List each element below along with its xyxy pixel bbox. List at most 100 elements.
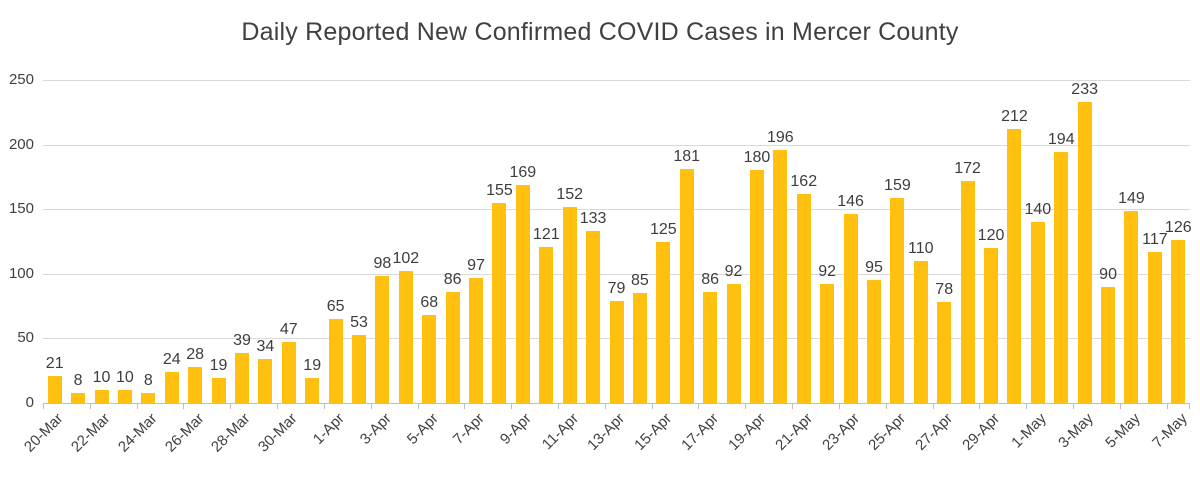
- x-axis-tick: [651, 403, 653, 409]
- bar-value-label: 155: [486, 181, 513, 199]
- bar: [141, 392, 156, 403]
- x-axis-tick: [511, 403, 513, 409]
- y-axis-tick-label: 200: [8, 135, 34, 153]
- chart-title: Daily Reported New Confirmed COVID Cases…: [241, 18, 959, 46]
- gridline: [43, 144, 1190, 146]
- x-axis-tick-label-text: 9-Apr: [496, 410, 535, 448]
- x-axis-tick: [89, 403, 91, 409]
- bar-value-label: 181: [673, 148, 701, 166]
- x-axis-tick: [464, 403, 466, 409]
- x-axis-tick-label-text: 3-Apr: [356, 410, 395, 448]
- x-axis-tick: [932, 403, 934, 409]
- bar-value-label: 19: [303, 357, 322, 375]
- x-axis-tick: [698, 403, 700, 409]
- bar: [609, 300, 624, 403]
- x-axis-tick: [1119, 403, 1121, 409]
- bar: [773, 149, 788, 403]
- bar: [937, 302, 952, 403]
- x-axis-tick-label-text: 27-Apr: [912, 410, 957, 454]
- bar-value-label: 126: [1164, 219, 1192, 237]
- x-axis-tick-label-text: 23-Apr: [818, 410, 863, 454]
- x-axis-tick: [838, 403, 840, 409]
- bar-value-label: 86: [443, 270, 462, 288]
- bar: [866, 280, 881, 403]
- x-axis-tick-label-text: 22-Mar: [67, 410, 114, 456]
- bar-value-label: 24: [162, 351, 181, 368]
- bar: [984, 247, 999, 403]
- bar-value-label: 92: [818, 263, 837, 281]
- bar-value-label: 152: [556, 185, 584, 203]
- x-axis-tick-label-text: 20-Mar: [21, 410, 67, 456]
- bar-value-label: 233: [1071, 80, 1099, 98]
- bar-value-label: 212: [1001, 108, 1028, 126]
- bar: [679, 169, 694, 403]
- x-axis-tick-label-text: 26-Mar: [161, 410, 208, 456]
- bar-value-label: 95: [865, 259, 883, 277]
- bar: [281, 342, 296, 403]
- bar-value-label: 85: [631, 272, 649, 290]
- bar-value-label: 120: [977, 226, 1005, 244]
- bar-value-label: 28: [186, 345, 205, 363]
- bar-value-label: 140: [1024, 201, 1052, 219]
- bar: [71, 392, 86, 403]
- gridline: [43, 209, 1190, 211]
- bar: [211, 378, 226, 403]
- plot-area: 0 50 100 150 200 250 21 8 10 10 8 24 28 19 39 34 47 19 65 5…: [9, 72, 1192, 456]
- bar: [1007, 129, 1022, 403]
- x-axis-tick-label-text: 7-Apr: [450, 410, 489, 448]
- bar: [422, 315, 437, 403]
- x-axis-tick: [979, 403, 981, 409]
- x-axis-tick-label-text: 3-May: [1055, 410, 1097, 452]
- x-axis-tick-label-text: 21-Apr: [771, 410, 816, 454]
- bar: [445, 291, 460, 403]
- bar-value-label: 92: [724, 263, 743, 281]
- bar: [726, 284, 741, 403]
- bar-value-label: 53: [350, 313, 368, 331]
- bar-value-label: 21: [45, 354, 64, 372]
- x-axis-tick-label-text: 25-Apr: [865, 410, 910, 454]
- bar: [562, 206, 577, 403]
- bar-value-label: 90: [1099, 265, 1117, 283]
- bar-value-label: 47: [279, 321, 298, 339]
- bar: [47, 375, 62, 403]
- x-axis-tick: [1072, 403, 1074, 409]
- bar: [656, 241, 671, 403]
- bar: [632, 293, 647, 403]
- x-axis-tick-label-text: 19-Apr: [725, 410, 769, 454]
- x-axis-tick: [136, 403, 138, 409]
- bar: [258, 359, 273, 403]
- bar: [352, 334, 366, 403]
- bar-value-label: 39: [233, 331, 251, 349]
- bar-value-label: 78: [935, 281, 954, 299]
- bar-value-label: 97: [467, 256, 485, 274]
- bar-value-label: 125: [649, 220, 677, 238]
- x-axis-tick: [277, 403, 279, 409]
- bar-value-label: 102: [392, 250, 420, 268]
- gridline: [43, 80, 1190, 81]
- bar: [515, 184, 530, 403]
- bar: [960, 180, 975, 403]
- bar-value-label: 65: [326, 298, 345, 316]
- bar-value-label: 68: [420, 294, 439, 312]
- x-axis-tick: [183, 403, 185, 409]
- bar: [188, 366, 203, 403]
- bar-value-label: 172: [954, 159, 981, 177]
- bar: [305, 378, 320, 403]
- x-axis-tick-label-text: 7-May: [1148, 410, 1191, 452]
- bar: [375, 276, 390, 403]
- x-axis-tick: [1026, 403, 1028, 409]
- bar-value-label: 79: [607, 279, 626, 297]
- bar-value-label: 133: [579, 210, 607, 228]
- bar: [1147, 251, 1162, 403]
- bar: [796, 193, 811, 403]
- x-axis-tick-label-text: 1-Apr: [309, 410, 348, 448]
- bar: [234, 352, 249, 403]
- x-axis-tick: [370, 403, 372, 409]
- bar-value-label: 8: [143, 371, 153, 389]
- bar: [117, 390, 132, 403]
- x-axis-tick: [885, 403, 887, 409]
- x-axis-tick-label-text: 29-Apr: [959, 410, 1004, 454]
- x-axis-tick: [417, 403, 419, 409]
- bar-value-label: 86: [701, 270, 720, 288]
